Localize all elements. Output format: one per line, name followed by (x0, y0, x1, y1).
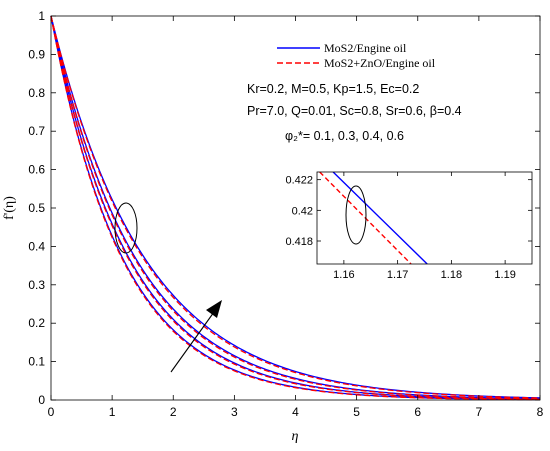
legend-box (270, 40, 530, 70)
inset-plot: 1.16 1.17 1.18 1.19 0.418 0.42 0.422 (285, 171, 533, 281)
y-tick-label: 0.2 (28, 316, 45, 330)
inset-x-tick-label: 1.17 (387, 269, 408, 281)
y-axis-label: f'(η) (2, 196, 17, 220)
inset-y-tick-label: 0.42 (292, 205, 313, 217)
series-line-mos2-phi-0_3 (50, 15, 541, 400)
y-tick-label: 0.9 (28, 47, 45, 61)
inset-x-tick-label: 1.19 (494, 269, 515, 281)
inset-y-tick-label: 0.422 (285, 175, 313, 187)
legend: MoS2/Engine oil MoS2+ZnO/Engine oil (270, 40, 530, 70)
x-tick-label: 2 (170, 405, 177, 419)
y-tick-label: 0.4 (28, 239, 45, 253)
x-tick-label: 6 (414, 405, 421, 419)
x-tick-label: 3 (231, 405, 238, 419)
params-line-1: Kr=0.2, M=0.5, Kp=1.5, Ec=0.2 (247, 82, 419, 96)
x-tick-label: 1 (109, 405, 116, 419)
y-tick-label: 0.6 (28, 163, 45, 177)
y-tick-label: 1 (38, 9, 45, 23)
inset-x-tick-label: 1.16 (333, 269, 354, 281)
inset-x-tick-label: 1.18 (441, 269, 462, 281)
x-axis-label: η (292, 429, 299, 444)
series-line-hybrid-phi-0_1 (50, 15, 541, 401)
main-series-group (50, 15, 541, 401)
x-tick-label: 7 (476, 405, 483, 419)
x-tick-label: 8 (537, 405, 544, 419)
zoom-region-marker (114, 202, 138, 254)
series-line-mos2-phi-0_4 (50, 15, 541, 400)
inset-frame (316, 171, 533, 265)
legend-label-mos2: MoS2/Engine oil (324, 41, 407, 55)
series-line-hybrid-phi-0_3 (50, 15, 541, 400)
y-tick-label: 0.8 (28, 86, 45, 100)
y-tick-label: 0.1 (28, 355, 45, 369)
series-line-hybrid-phi-0_4 (50, 15, 541, 400)
inset-line-hybrid (319, 172, 412, 264)
x-tick-label: 5 (353, 405, 360, 419)
x-tick-label: 0 (48, 405, 55, 419)
y-tick-label: 0.7 (28, 124, 45, 138)
y-tick-label: 0.3 (28, 278, 45, 292)
x-tick-label: 4 (292, 405, 299, 419)
inset-zoom-marker (345, 185, 367, 245)
y-tick-label: 0 (38, 393, 45, 407)
inset-y-tick-label: 0.418 (285, 236, 313, 248)
legend-label-hybrid: MoS2+ZnO/Engine oil (324, 56, 436, 70)
series-line-mos2-phi-0_6 (50, 15, 541, 399)
y-tick-label: 0.5 (28, 201, 45, 215)
params-line-2: Pr=7.0, Q=0.01, Sc=0.8, Sr=0.6, β=0.4 (247, 104, 462, 118)
direction-arrow (170, 300, 222, 373)
inset-line-mos2 (332, 172, 428, 264)
series-line-hybrid-phi-0_6 (50, 15, 541, 399)
phi-label: φ₂*= 0.1, 0.3, 0.4, 0.6 (285, 129, 404, 143)
